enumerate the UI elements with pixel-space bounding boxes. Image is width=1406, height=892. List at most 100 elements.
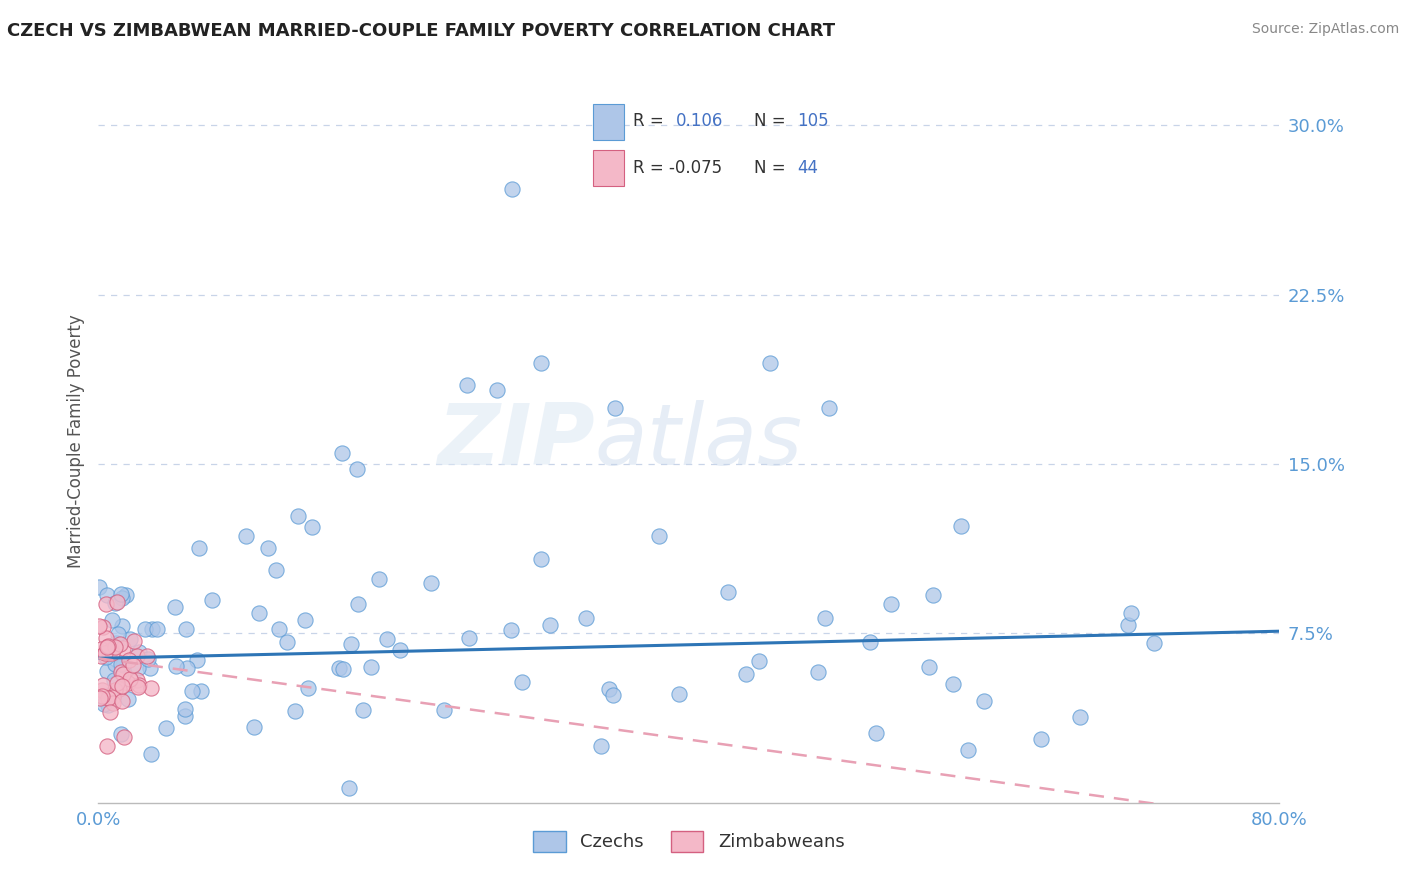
Point	[111, 640, 134, 655]
Point	[176, 661, 198, 675]
Y-axis label: Married-Couple Family Poverty: Married-Couple Family Poverty	[66, 315, 84, 568]
Point	[94, 631, 117, 645]
Point	[94, 646, 117, 660]
Point	[103, 673, 125, 687]
Point	[287, 509, 309, 524]
Point	[267, 622, 290, 636]
Point	[112, 730, 135, 744]
Point	[135, 649, 157, 664]
Point	[93, 697, 115, 711]
Point	[118, 653, 141, 667]
Point	[942, 676, 965, 690]
Point	[973, 694, 995, 708]
Point	[1143, 635, 1166, 649]
Point	[328, 661, 350, 675]
Point	[735, 667, 758, 681]
Point	[111, 694, 134, 708]
Point	[174, 702, 197, 716]
Point	[97, 691, 120, 706]
Point	[538, 617, 561, 632]
Point	[91, 690, 114, 704]
Point	[155, 721, 177, 735]
Point	[346, 597, 368, 611]
Point	[107, 626, 129, 640]
Point	[1069, 710, 1091, 724]
Point	[120, 672, 142, 686]
Point	[457, 378, 479, 392]
Text: Source: ZipAtlas.com: Source: ZipAtlas.com	[1251, 22, 1399, 37]
Point	[98, 687, 121, 701]
Point	[90, 649, 112, 664]
Point	[89, 619, 111, 633]
Point	[360, 660, 382, 674]
Point	[128, 678, 150, 692]
Text: R = -0.075: R = -0.075	[633, 159, 723, 177]
Point	[111, 591, 134, 605]
Point	[530, 552, 553, 566]
Point	[110, 726, 132, 740]
Point	[96, 640, 118, 655]
Point	[141, 747, 163, 761]
Point	[247, 607, 270, 621]
Text: 44: 44	[797, 159, 818, 177]
Point	[284, 705, 307, 719]
Point	[458, 632, 481, 646]
Point	[377, 632, 399, 647]
Point	[419, 576, 441, 591]
Point	[101, 690, 124, 705]
Point	[388, 643, 411, 657]
Text: 0.106: 0.106	[676, 112, 724, 130]
Point	[117, 676, 139, 690]
Point	[949, 518, 972, 533]
Point	[330, 446, 353, 460]
Point	[117, 691, 139, 706]
Point	[112, 657, 135, 672]
Point	[136, 652, 159, 666]
Point	[112, 666, 135, 681]
Point	[759, 355, 782, 369]
Point	[101, 646, 124, 660]
Point	[97, 646, 120, 660]
Point	[118, 632, 141, 647]
Point	[716, 584, 738, 599]
Point	[352, 703, 374, 717]
Point	[242, 720, 264, 734]
Point	[510, 675, 533, 690]
Text: atlas: atlas	[595, 400, 803, 483]
Point	[96, 739, 118, 753]
Point	[111, 619, 134, 633]
Point	[110, 665, 132, 679]
Point	[575, 611, 598, 625]
Point	[110, 587, 132, 601]
Point	[368, 573, 391, 587]
Point	[104, 596, 127, 610]
Point	[266, 563, 288, 577]
Point	[165, 659, 187, 673]
Point	[107, 682, 129, 697]
Text: CZECH VS ZIMBABWEAN MARRIED-COUPLE FAMILY POVERTY CORRELATION CHART: CZECH VS ZIMBABWEAN MARRIED-COUPLE FAMIL…	[7, 22, 835, 40]
Point	[100, 643, 122, 657]
Legend: Czechs, Zimbabweans: Czechs, Zimbabweans	[526, 823, 852, 859]
Point	[297, 681, 319, 695]
Point	[589, 739, 612, 754]
Point	[190, 683, 212, 698]
Point	[814, 611, 837, 625]
Point	[294, 613, 316, 627]
Point	[101, 696, 124, 710]
Point	[127, 661, 149, 675]
Point	[748, 654, 770, 668]
Point	[501, 181, 523, 195]
Point	[956, 743, 979, 757]
Point	[105, 595, 128, 609]
Point	[134, 622, 156, 636]
Point	[96, 664, 118, 678]
Point	[301, 520, 323, 534]
Point	[598, 681, 620, 696]
Point	[186, 653, 208, 667]
Point	[110, 657, 132, 671]
Point	[111, 680, 134, 694]
Point	[346, 461, 368, 475]
Point	[104, 640, 127, 655]
Point	[648, 529, 671, 543]
Point	[1116, 617, 1139, 632]
